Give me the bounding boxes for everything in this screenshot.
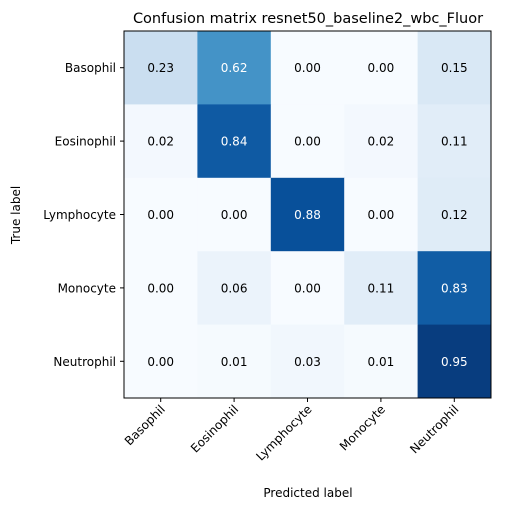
cell-value-label: 0.00 [294, 61, 321, 75]
heatmap-cell [197, 324, 272, 399]
cell-value-label: 0.06 [221, 281, 248, 295]
cell-value-label: 0.02 [147, 135, 174, 149]
cell-value-label: 0.95 [441, 355, 468, 369]
cell-value-label: 0.00 [221, 208, 248, 222]
cell-value-label: 0.00 [368, 208, 395, 222]
heatmap-cell [197, 31, 272, 105]
chart-title: Confusion matrix resnet50_baseline2_wbc_… [133, 11, 483, 27]
heatmap-cell-labels: 0.23 0.62 0.00 0.00 0.15 0.02 0.84 0.00 0.02 0.11… [147, 61, 467, 369]
heatmap-cell [344, 177, 419, 252]
cell-value-label: 0.00 [147, 208, 174, 222]
heatmap-cell [344, 324, 419, 399]
x-axis: Basophil Eosinophil Lymphocyte Monocyte Neut… [122, 398, 461, 464]
y-tick-label: Neutrophil [53, 355, 116, 369]
x-tick-label: Monocyte [337, 402, 388, 453]
cell-value-label: 0.02 [368, 135, 395, 149]
cell-value-label: 0.84 [221, 135, 248, 149]
heatmap-cell [417, 177, 492, 252]
cell-value-label: 0.12 [441, 208, 468, 222]
x-tick-label: Neutrophil [407, 402, 461, 456]
cell-value-label: 0.00 [294, 281, 321, 295]
cell-value-label: 0.01 [221, 355, 248, 369]
cell-value-label: 0.15 [441, 61, 468, 75]
cell-value-label: 0.00 [294, 135, 321, 149]
heatmap-cell [124, 177, 198, 252]
cell-value-label: 0.83 [441, 281, 468, 295]
heatmap-cell [270, 104, 345, 179]
heatmap-cells [124, 31, 492, 399]
heatmap-cell [417, 251, 492, 326]
heatmap-cell [344, 104, 419, 179]
cell-value-label: 0.00 [368, 61, 395, 75]
y-tick-label: Basophil [65, 61, 116, 75]
cell-value-label: 0.11 [368, 281, 395, 295]
x-axis-label: Predicted label [263, 486, 352, 500]
y-tick-label: Monocyte [58, 281, 116, 295]
heatmap-cell [197, 251, 272, 326]
x-tick-label: Eosinophil [188, 402, 241, 455]
y-axis-label: True label [9, 186, 23, 245]
cell-value-label: 0.88 [294, 208, 321, 222]
heatmap-cell [270, 177, 345, 252]
heatmap-cell [417, 31, 492, 105]
y-tick-label: Lymphocyte [43, 208, 116, 222]
heatmap-cell [124, 251, 198, 326]
heatmap-cell [270, 31, 345, 105]
x-tick-label: Basophil [122, 402, 168, 448]
heatmap-cell [124, 104, 198, 179]
cell-value-label: 0.01 [368, 355, 395, 369]
heatmap-cell [197, 177, 272, 252]
x-tick-label: Lymphocyte [253, 402, 314, 463]
heatmap-cell [124, 324, 198, 399]
cell-value-label: 0.00 [147, 355, 174, 369]
cell-value-label: 0.11 [441, 135, 468, 149]
heatmap-cell [124, 31, 198, 105]
heatmap-cell [417, 104, 492, 179]
heatmap-cell [270, 324, 345, 399]
y-axis: Basophil Eosinophil Lymphocyte Monocyte Neut… [43, 61, 124, 369]
cell-value-label: 0.00 [147, 281, 174, 295]
heatmap-cell [417, 324, 492, 399]
cell-value-label: 0.03 [294, 355, 321, 369]
heatmap-cell [344, 31, 419, 105]
cell-value-label: 0.23 [147, 61, 174, 75]
heatmap-cell [270, 251, 345, 326]
heatmap-cell [197, 104, 272, 179]
y-tick-label: Eosinophil [55, 135, 116, 149]
cell-value-label: 0.62 [221, 61, 248, 75]
heatmap-cell [344, 251, 419, 326]
